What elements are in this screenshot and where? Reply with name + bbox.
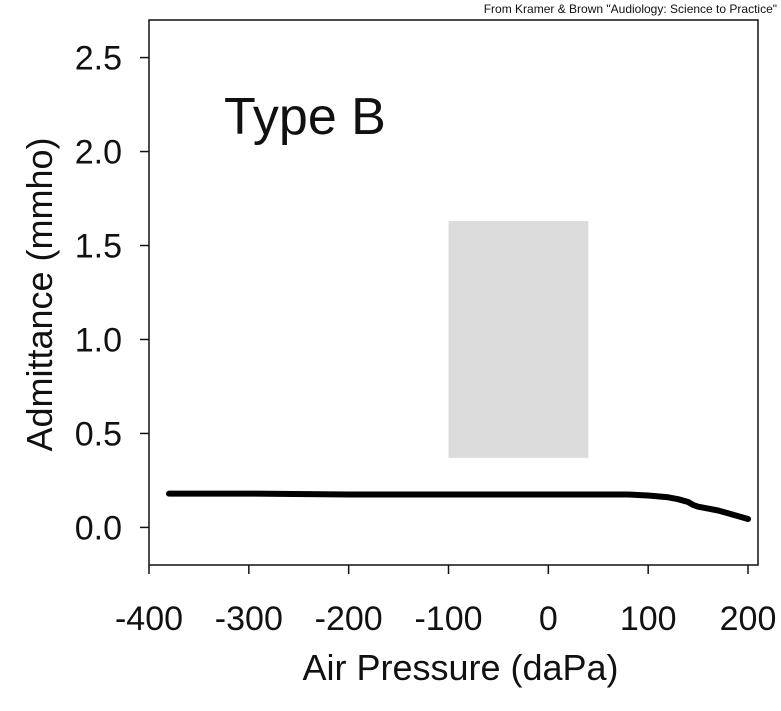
- x-tick-label: -200: [315, 600, 383, 638]
- x-tick-label: 200: [720, 600, 777, 638]
- x-tick-label: -100: [414, 600, 482, 638]
- tympanogram-type-label: Type B: [224, 88, 386, 146]
- y-tick-label: 1.0: [75, 321, 122, 359]
- y-tick-label: 2.5: [75, 40, 122, 78]
- normal-range-region: [448, 221, 589, 458]
- y-axis-title: Admittance (mmho): [19, 137, 60, 451]
- axes: -400 -300 -200 -100 0 100 200 0.0 0.5 1.0 1.5 2.0 2.…: [75, 19, 777, 638]
- y-tick-label: 2.0: [75, 134, 122, 172]
- x-tick-label: 100: [620, 600, 677, 638]
- x-axis-title: Air Pressure (daPa): [302, 647, 618, 688]
- x-tick-label: -300: [215, 600, 283, 638]
- x-tick-label: 0: [539, 600, 558, 638]
- admittance-line: [166, 490, 751, 522]
- plot-frame: [148, 19, 759, 566]
- x-tick-label: -400: [115, 600, 183, 638]
- y-tick-label: 0.0: [75, 509, 122, 547]
- y-tick-label: 1.5: [75, 228, 122, 266]
- y-tick-label: 0.5: [75, 415, 122, 453]
- source-credit: From Kramer & Brown "Audiology: Science …: [483, 2, 777, 16]
